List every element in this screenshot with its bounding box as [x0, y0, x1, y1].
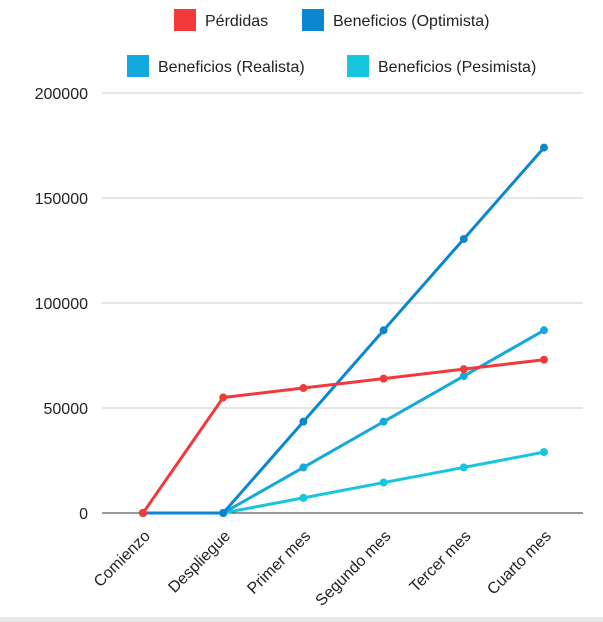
legend-item-beneficios-realista[interactable]: Beneficios (Realista): [127, 55, 305, 77]
legend-label: Pérdidas: [205, 13, 268, 30]
data-point-beneficios-pesimista: [459, 463, 468, 472]
data-point-beneficios-optimista: [459, 234, 468, 243]
legend-swatch: [127, 55, 149, 77]
data-point-beneficios-pesimista: [540, 448, 548, 457]
grid-lines: [102, 92, 583, 514]
legend-item-beneficios-optimista[interactable]: Beneficios (Optimista): [302, 9, 490, 31]
legend-label: Beneficios (Optimista): [333, 13, 490, 30]
data-point-beneficios-optimista: [299, 417, 308, 426]
y-tick-label: 50000: [44, 401, 89, 418]
x-tick-label-tercer-mes: Tercer mes: [407, 528, 475, 596]
data-point-beneficios-realista: [379, 417, 388, 426]
data-point-beneficios-pesimista: [379, 478, 388, 487]
x-tick-label-despliegue: Despliegue: [165, 528, 234, 597]
x-tick-label-comienzo: Comienzo: [91, 528, 154, 591]
data-point-perdidas: [139, 509, 147, 517]
legend-item-beneficios-pesimista[interactable]: Beneficios (Pesimista): [347, 55, 536, 77]
x-tick-label-segundo-mes: Segundo mes: [313, 528, 395, 610]
data-point-beneficios-realista: [459, 372, 468, 381]
data-point-perdidas: [299, 384, 308, 393]
series-line-beneficios-pesimista: [141, 450, 546, 515]
series-line-beneficios-realista: [141, 328, 546, 515]
y-tick-label: 100000: [35, 296, 88, 313]
legend-swatch: [174, 9, 196, 31]
y-axis-ticks: 0 50000 100000 150000 200000: [35, 86, 88, 523]
data-point-perdidas: [540, 355, 548, 364]
data-point-beneficios-optimista: [219, 509, 228, 517]
data-point-beneficios-pesimista: [299, 493, 308, 502]
legend-swatch: [347, 55, 369, 77]
y-tick-label: 150000: [35, 191, 88, 208]
bottom-divider: [0, 617, 603, 622]
x-tick-label-cuarto-mes: Cuarto mes: [484, 528, 555, 599]
data-point-perdidas: [379, 374, 388, 383]
data-point-beneficios-realista: [299, 463, 308, 472]
data-point-beneficios-optimista: [540, 143, 548, 152]
legend-label: Beneficios (Pesimista): [378, 59, 536, 76]
series-line-perdidas: [141, 358, 546, 515]
data-point-beneficios-realista: [540, 326, 548, 335]
x-tick-label-primer-mes: Primer mes: [244, 528, 314, 598]
data-point-perdidas: [459, 365, 468, 374]
legend-swatch: [302, 9, 324, 31]
y-tick-label: 200000: [35, 86, 88, 103]
legend: Pérdidas Beneficios (Optimista) Beneficios…: [127, 9, 536, 77]
series-line-beneficios-optimista: [141, 146, 546, 515]
y-tick-label: 0: [79, 506, 88, 523]
series-lines: [139, 143, 548, 517]
legend-item-perdidas[interactable]: Pérdidas: [174, 9, 268, 31]
data-point-beneficios-optimista: [379, 326, 388, 335]
legend-label: Beneficios (Realista): [158, 59, 305, 76]
data-point-perdidas: [219, 393, 228, 402]
